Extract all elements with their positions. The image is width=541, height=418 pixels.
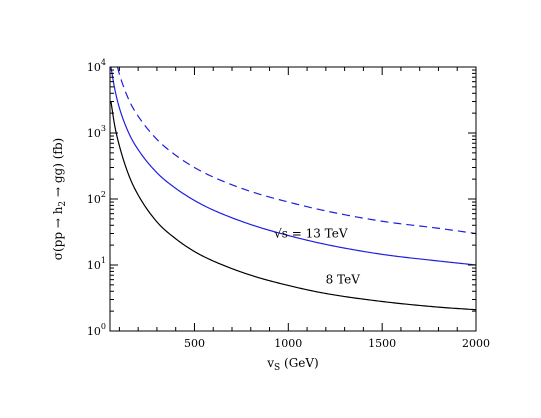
series-line-13tev-dashed xyxy=(116,67,476,235)
series-line-8tev xyxy=(110,101,476,311)
series-line-13tev xyxy=(110,67,476,266)
x-tick-label: 500 xyxy=(184,337,205,350)
annotation-13tev-label: √s = 13 TeV xyxy=(274,227,348,241)
y-tick-label: 104 xyxy=(87,58,106,74)
x-axis-title: vS (GeV) xyxy=(266,356,318,373)
labels-layer: 500 1000 1500 2000 100 101 102 103 104 vS (GeV) σ(… xyxy=(51,58,490,373)
y-tick-label: 100 xyxy=(87,322,106,338)
y-tick-label: 103 xyxy=(87,124,106,140)
x-tick-label: 2000 xyxy=(462,337,490,350)
annotation-8tev-label: 8 TeV xyxy=(326,273,361,287)
y-tick-label: 101 xyxy=(87,256,106,272)
y-tick-label: 102 xyxy=(87,190,106,206)
curves-layer xyxy=(110,67,476,311)
x-tick-label: 1500 xyxy=(368,337,396,350)
y-axis-title: σ(pp → h2 → gg) (fb) xyxy=(51,138,68,260)
ticks-layer xyxy=(110,67,477,332)
x-tick-label: 1000 xyxy=(274,337,302,350)
plot-frame xyxy=(109,66,477,332)
